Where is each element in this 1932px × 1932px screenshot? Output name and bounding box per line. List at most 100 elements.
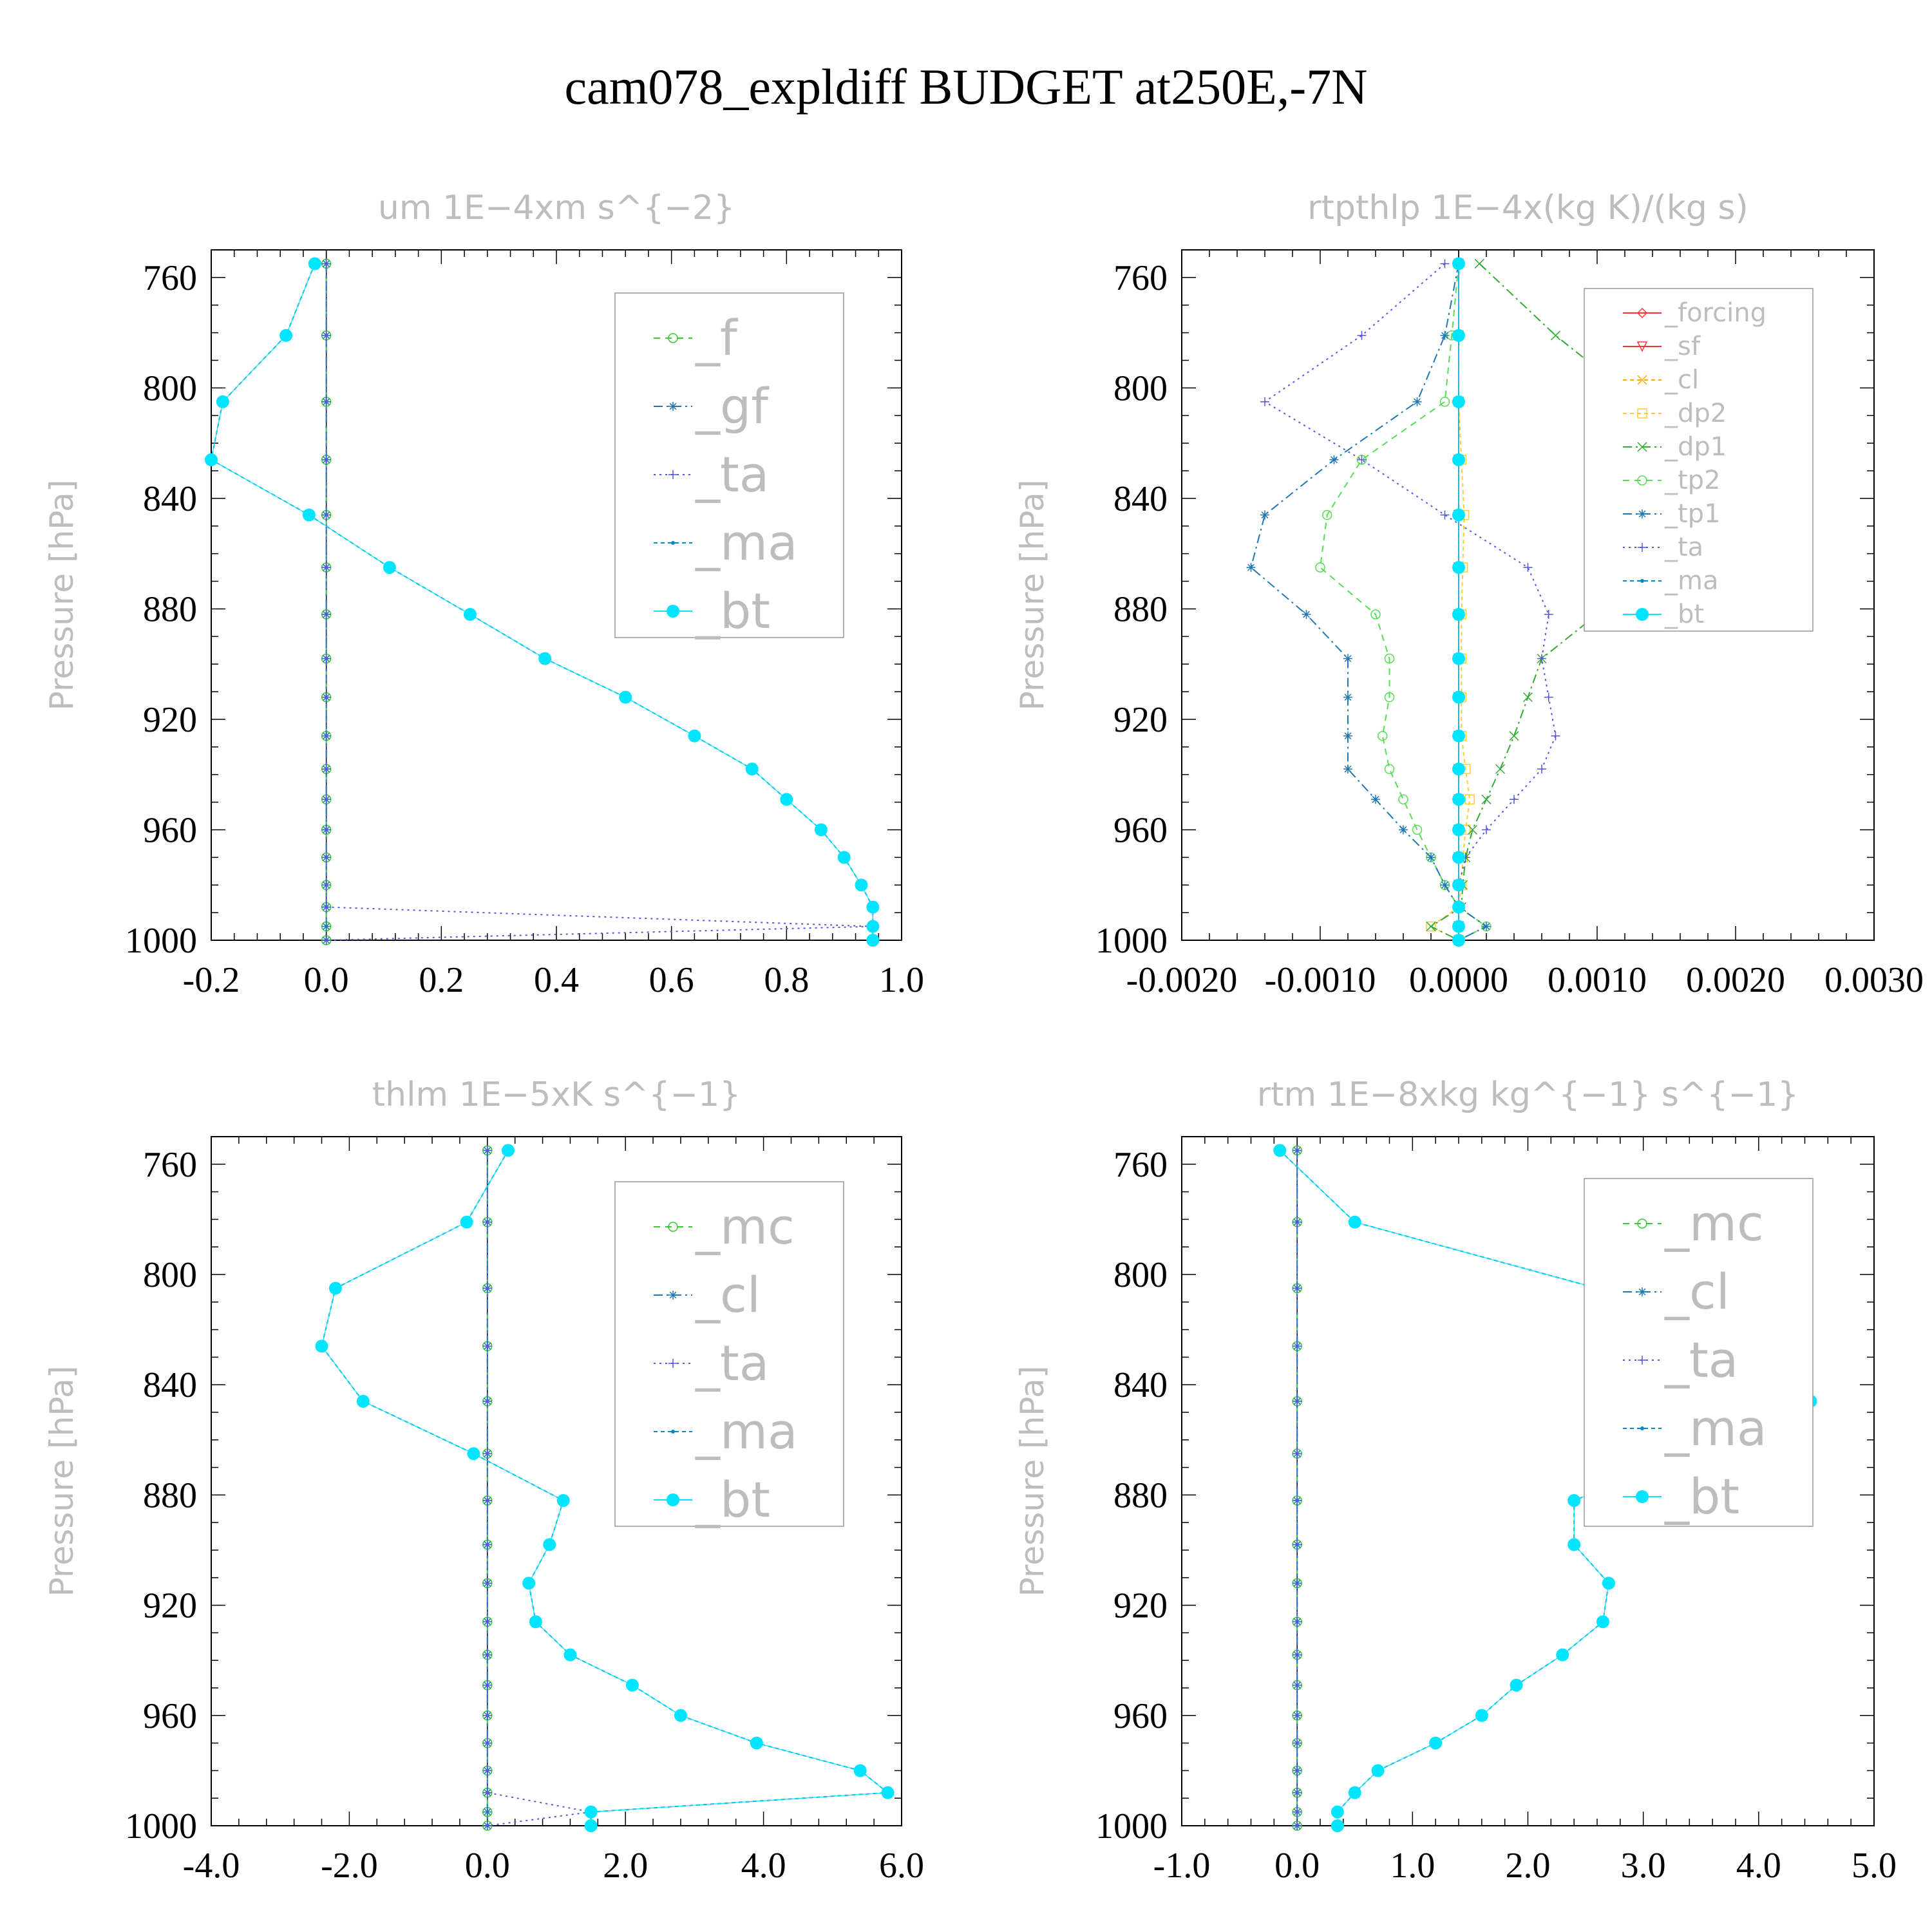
legend-marker bbox=[1636, 608, 1649, 621]
data-point bbox=[482, 1217, 492, 1227]
y-tick-label: 800 bbox=[1113, 1255, 1168, 1295]
series-bt bbox=[315, 1144, 895, 1832]
data-point bbox=[1510, 795, 1519, 804]
y-tick-label: 800 bbox=[143, 368, 197, 408]
data-point bbox=[216, 395, 229, 408]
legend-marker bbox=[1637, 1218, 1647, 1229]
data-point bbox=[1293, 1650, 1302, 1660]
data-point bbox=[584, 1805, 598, 1819]
data-point bbox=[1343, 764, 1352, 774]
data-point bbox=[1474, 258, 1484, 269]
x-tick-label: 2.0 bbox=[603, 1846, 648, 1886]
data-point bbox=[321, 259, 331, 269]
x-tick-label: 6.0 bbox=[879, 1846, 924, 1886]
data-point bbox=[321, 330, 331, 340]
y-tick-label: 880 bbox=[143, 1475, 197, 1515]
data-point bbox=[321, 654, 331, 663]
y-tick-label: 1000 bbox=[125, 1806, 197, 1846]
y-tick-label: 760 bbox=[143, 258, 197, 298]
data-point bbox=[1551, 731, 1560, 741]
x-tick-label: 1.0 bbox=[1390, 1846, 1435, 1886]
y-tick-label: 960 bbox=[1113, 810, 1168, 850]
legend-label: _ta bbox=[695, 1334, 769, 1392]
data-point bbox=[745, 762, 759, 776]
legend-marker bbox=[1637, 475, 1647, 486]
x-tick-label: 0.0 bbox=[1274, 1846, 1320, 1886]
data-point bbox=[1452, 690, 1465, 704]
data-point bbox=[1537, 654, 1546, 663]
data-point bbox=[1293, 1396, 1302, 1406]
series-ta bbox=[321, 259, 878, 945]
legend-marker bbox=[1638, 1356, 1647, 1365]
y-axis-label: Pressure [hPa] bbox=[43, 1366, 80, 1597]
series-line bbox=[1264, 263, 1557, 940]
x-tick-label: 0.2 bbox=[419, 960, 464, 1000]
data-point bbox=[1371, 795, 1380, 804]
data-point bbox=[1343, 654, 1352, 663]
data-point bbox=[1293, 1578, 1302, 1588]
data-point bbox=[529, 1615, 542, 1629]
plot-frame bbox=[1181, 249, 1875, 941]
data-point bbox=[1412, 397, 1422, 406]
data-point bbox=[866, 934, 880, 947]
data-point bbox=[625, 1678, 639, 1692]
data-point bbox=[1550, 330, 1561, 341]
legend-label: _cl bbox=[1664, 365, 1699, 395]
legend-marker bbox=[1637, 442, 1647, 452]
data-point bbox=[321, 853, 331, 862]
data-point bbox=[321, 902, 331, 912]
data-point bbox=[321, 825, 331, 835]
data-point bbox=[1384, 764, 1395, 774]
legend-label: _ma bbox=[695, 1403, 798, 1460]
data-point bbox=[1452, 729, 1465, 743]
data-point bbox=[1495, 764, 1506, 774]
data-point bbox=[279, 328, 293, 342]
data-point bbox=[1322, 509, 1332, 520]
data-point bbox=[308, 257, 321, 270]
data-point bbox=[1429, 1736, 1443, 1750]
x-tick-label: 1.0 bbox=[879, 960, 924, 1000]
data-point bbox=[1357, 330, 1367, 340]
data-point bbox=[1596, 1615, 1609, 1629]
legend-marker bbox=[668, 1359, 677, 1368]
legend-label: _ma bbox=[1664, 566, 1718, 596]
data-point bbox=[1523, 563, 1533, 573]
data-point bbox=[1370, 609, 1381, 620]
legend-label: _ma bbox=[1664, 1399, 1767, 1457]
data-point bbox=[482, 1680, 492, 1690]
data-point bbox=[482, 1146, 492, 1155]
data-point bbox=[1293, 1540, 1302, 1549]
data-point bbox=[1384, 692, 1395, 703]
data-point bbox=[482, 1766, 492, 1776]
data-point bbox=[1399, 825, 1408, 835]
y-tick-label: 920 bbox=[1113, 1586, 1168, 1626]
series-line bbox=[486, 1150, 591, 1826]
legend-label: _cl bbox=[1664, 1263, 1730, 1320]
data-point bbox=[1482, 922, 1491, 931]
data-point bbox=[1371, 1764, 1385, 1777]
data-point bbox=[321, 764, 331, 774]
figure-title: cam078_expldiff BUDGET at250E,-7N bbox=[564, 59, 1368, 115]
data-point bbox=[855, 878, 868, 892]
y-tick-label: 960 bbox=[143, 1696, 197, 1736]
data-point bbox=[482, 1617, 492, 1627]
data-point bbox=[356, 1394, 370, 1408]
data-point bbox=[1440, 880, 1450, 890]
data-point bbox=[321, 563, 331, 573]
data-point bbox=[205, 453, 218, 466]
legend-box bbox=[1584, 288, 1814, 632]
data-point bbox=[1452, 851, 1465, 864]
data-point bbox=[1426, 853, 1435, 862]
legend-label: _bt bbox=[1664, 1468, 1739, 1525]
data-point bbox=[584, 1819, 598, 1832]
x-tick-label: 0.6 bbox=[649, 960, 694, 1000]
data-point bbox=[543, 1538, 556, 1551]
data-point bbox=[1260, 397, 1269, 406]
legend-marker bbox=[668, 402, 677, 411]
data-point bbox=[814, 823, 828, 837]
data-point bbox=[1293, 1341, 1302, 1351]
data-point bbox=[1426, 922, 1436, 932]
legend-marker bbox=[1640, 579, 1644, 583]
data-point bbox=[321, 692, 331, 702]
legend-marker bbox=[667, 1493, 679, 1506]
